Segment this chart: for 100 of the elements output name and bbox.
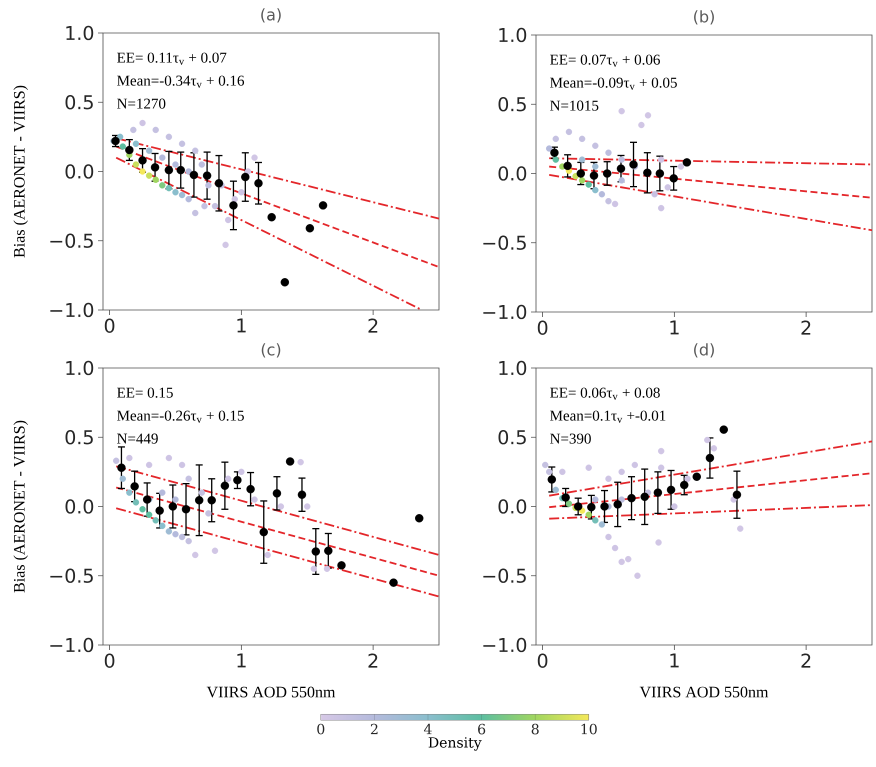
point [178, 462, 186, 468]
point [592, 186, 598, 194]
chart-title: (b) [694, 10, 714, 24]
point [190, 170, 198, 180]
point [264, 552, 271, 558]
point [578, 136, 586, 142]
point [286, 457, 294, 466]
point [208, 496, 216, 504]
x-tick-label: 2 [801, 654, 810, 668]
point [251, 154, 258, 161]
y-tick-label: −0.5 [50, 568, 93, 583]
point [251, 496, 258, 503]
point [185, 476, 192, 482]
y-tick-label: 0.5 [498, 97, 526, 112]
y-tick-label: 0.5 [66, 95, 93, 110]
point [146, 462, 152, 468]
point [586, 464, 592, 471]
point [201, 202, 208, 210]
point [139, 506, 146, 512]
point [586, 181, 592, 188]
point [625, 556, 632, 562]
annotation: EE= 0.15 [117, 388, 173, 398]
point [280, 278, 290, 286]
point [172, 161, 179, 168]
y-axis-title: Bias (AERONET - VIIRS) [13, 86, 28, 258]
point [612, 200, 618, 208]
y-tick-label: 0.5 [66, 430, 93, 444]
color-bar-label: 4 [424, 724, 432, 734]
point [692, 472, 701, 481]
point [598, 191, 606, 198]
point [198, 489, 206, 496]
point [246, 484, 255, 494]
point [178, 140, 186, 147]
color-bar-title: Density [428, 737, 482, 751]
point [578, 156, 586, 163]
y-tick-label: 0.5 [498, 430, 526, 444]
point [658, 448, 664, 454]
point [168, 502, 178, 511]
point [576, 169, 585, 178]
point [654, 488, 662, 497]
point [146, 148, 152, 154]
point [618, 558, 625, 566]
point [634, 572, 641, 579]
y-tick-label: −0.5 [483, 236, 526, 250]
point [166, 134, 172, 140]
point [337, 561, 346, 570]
point [666, 486, 676, 494]
point [704, 436, 710, 444]
annotation: EE= 0.11τ$_{v}$ + 0.07 [117, 52, 226, 65]
point [605, 150, 612, 156]
point [605, 534, 612, 540]
point [267, 212, 276, 222]
point [138, 156, 147, 165]
point [629, 160, 638, 169]
point [132, 499, 140, 506]
point [238, 468, 245, 476]
point [152, 176, 159, 183]
point [146, 172, 152, 179]
y-tick-label: 1.0 [66, 360, 94, 376]
x-tick-label: 2 [368, 318, 378, 333]
point [152, 517, 159, 524]
point [618, 177, 625, 184]
point [566, 128, 572, 136]
point [310, 566, 318, 572]
y-tick-label: 1.0 [499, 28, 526, 42]
point [669, 174, 678, 183]
point [260, 528, 268, 536]
point [415, 514, 424, 522]
y-tick-label: 0.0 [498, 499, 526, 514]
point [671, 503, 678, 510]
point [632, 462, 638, 468]
point [618, 496, 625, 503]
point [559, 468, 566, 476]
chart-title: (a) [261, 8, 281, 22]
point [651, 191, 658, 198]
point [658, 464, 664, 471]
point [120, 143, 126, 150]
point [720, 425, 728, 434]
x-tick-label: 1 [237, 318, 246, 332]
color-bar-label: 8 [532, 724, 539, 734]
point [389, 578, 398, 587]
x-axis-title: VIIRS AOD 550nm [206, 686, 336, 698]
point [706, 454, 714, 462]
point [159, 489, 166, 496]
point [166, 528, 172, 535]
y-tick-label: 1.0 [499, 360, 526, 376]
point [178, 192, 186, 198]
point [613, 500, 622, 509]
point [324, 566, 330, 572]
point [616, 164, 626, 173]
annotation: N=449 [117, 434, 158, 444]
point [205, 510, 212, 517]
x-tick-label: 2 [801, 320, 810, 335]
point [194, 496, 204, 504]
y-axis-title: Bias (AERONET - VIIRS) [13, 420, 28, 592]
point [710, 445, 718, 452]
point [172, 530, 179, 538]
point [605, 198, 612, 204]
y-tick-label: 0.0 [66, 499, 94, 514]
y-tick-label: −1.0 [50, 302, 94, 318]
